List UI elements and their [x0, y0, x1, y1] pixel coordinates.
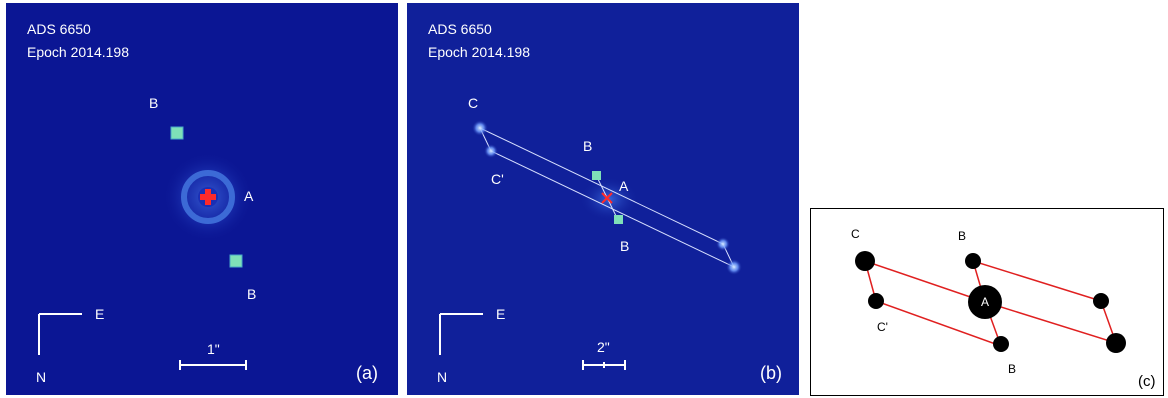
schematic-label-c: C [851, 227, 860, 241]
schematic-star-c-prime [868, 293, 884, 309]
panel-b-title: ADS 6650 [428, 21, 492, 37]
panel-a-graphic [38, 126, 253, 370]
panel-b-tag: (b) [760, 363, 782, 383]
star-c-prime [484, 144, 498, 158]
star-far-1 [716, 237, 730, 251]
label-c: C [468, 95, 479, 111]
panel-b-image: ADS 6650 Epoch 2014.198 C C' B A B E N 2… [407, 3, 799, 395]
panel-a-image: ADS 6650 Epoch 2014.198 B A B E N 1" (a) [6, 3, 398, 395]
companion-b-top [592, 171, 601, 180]
scale-label: 2" [597, 339, 610, 355]
panel-c-tag: (c) [1138, 373, 1156, 390]
schematic-star-far-2 [1106, 333, 1126, 353]
companion-b-bottom [614, 215, 623, 224]
compass-n-label: N [36, 369, 47, 385]
panel-c-schematic: C C' B A B (c) [810, 208, 1164, 396]
marker-cross-v [205, 189, 211, 205]
schematic-star-a [968, 285, 1002, 319]
primary-ring [181, 170, 235, 224]
schematic-star-c [855, 251, 875, 271]
panel-b-graphic [439, 120, 742, 370]
label-c-prime: C' [491, 171, 504, 187]
compass-e-label: E [496, 306, 506, 322]
compass-n-label: N [437, 369, 448, 385]
companion-b-bottom [229, 254, 243, 268]
schematic-star-b-bottom [993, 336, 1009, 352]
companion-b-top [170, 126, 184, 140]
panel-a-tag: (a) [356, 363, 378, 383]
star-c [472, 120, 488, 136]
schematic-label-a: A [981, 295, 990, 309]
schematic-label-b-top: B [958, 229, 967, 243]
label-b-bottom: B [247, 286, 257, 302]
scale-label: 1" [207, 341, 220, 357]
schematic-label-c-prime: C' [877, 320, 888, 334]
schematic-label-b-bottom: B [1008, 362, 1017, 376]
label-b-bottom: B [620, 238, 630, 254]
marker-x-2 [601, 192, 613, 204]
compass-e-label: E [95, 306, 105, 322]
panel-c-graphic [855, 251, 1126, 353]
panel-a-epoch: Epoch 2014.198 [27, 44, 129, 60]
schematic-star-b-top [965, 253, 981, 269]
panel-a-title: ADS 6650 [27, 21, 91, 37]
star-far-2 [726, 259, 742, 275]
schematic-star-far-1 [1093, 293, 1109, 309]
panel-b-epoch: Epoch 2014.198 [428, 44, 530, 60]
label-a: A [244, 188, 254, 204]
label-b-top: B [149, 95, 159, 111]
label-a: A [619, 178, 629, 194]
label-b-top: B [583, 138, 593, 154]
